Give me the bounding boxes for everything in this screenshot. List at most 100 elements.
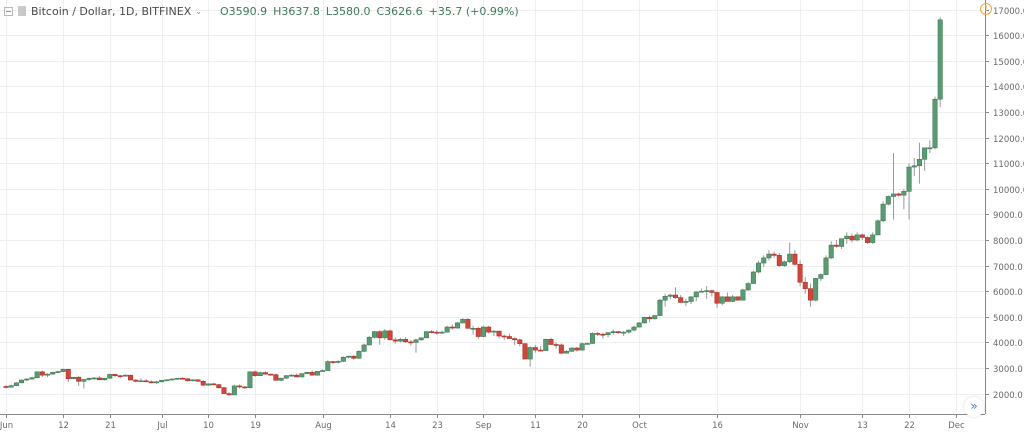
candle xyxy=(522,343,528,360)
candle xyxy=(377,331,383,339)
candle xyxy=(96,377,102,381)
x-tick-label: Nov xyxy=(792,421,809,431)
candle xyxy=(730,296,736,302)
y-tick-label: 10000.0 xyxy=(993,186,1024,196)
candle xyxy=(366,336,372,346)
candle xyxy=(890,193,896,197)
candle xyxy=(506,336,512,339)
candle xyxy=(387,330,393,341)
candle xyxy=(444,326,450,333)
candle xyxy=(200,381,206,386)
candle xyxy=(927,147,933,150)
candle xyxy=(673,294,679,298)
candle xyxy=(434,331,440,334)
y-tick-label: 11000.0 xyxy=(993,160,1024,170)
candle xyxy=(169,378,175,381)
candle xyxy=(133,379,139,382)
y-tick-label: 15000.0 xyxy=(993,58,1024,68)
candle xyxy=(698,290,704,293)
candle xyxy=(76,376,82,382)
candle xyxy=(870,234,876,243)
candle xyxy=(781,261,787,266)
chevron-down-icon[interactable]: ⌄ xyxy=(195,6,202,16)
candle xyxy=(828,244,834,259)
candle xyxy=(657,299,663,316)
price-axis[interactable]: 17000.0 16000.0 15000.0 14000.0 13000.0 12000… xyxy=(985,0,1024,414)
candle xyxy=(839,238,845,247)
open-value: O3590.9 xyxy=(219,4,268,18)
candle xyxy=(901,191,907,196)
candle xyxy=(335,361,341,363)
candle xyxy=(102,377,108,381)
candle xyxy=(179,377,185,380)
candle xyxy=(787,253,793,263)
close-value: C3626.6 xyxy=(376,4,423,18)
scroll-to-realtime-button[interactable]: » xyxy=(964,397,984,417)
candle xyxy=(268,373,274,376)
candle xyxy=(548,339,554,345)
candle xyxy=(81,379,87,382)
candle xyxy=(719,296,725,304)
candle xyxy=(397,339,403,342)
candle xyxy=(24,378,30,381)
x-tick-label: 21 xyxy=(105,421,116,431)
candle xyxy=(823,257,829,275)
candle xyxy=(122,374,128,377)
candle xyxy=(667,294,673,297)
candle xyxy=(678,297,684,303)
candle xyxy=(875,220,881,236)
candle xyxy=(351,355,357,359)
candle xyxy=(865,237,871,243)
candle xyxy=(29,377,35,380)
candle xyxy=(262,372,268,375)
candle xyxy=(501,335,507,338)
candle xyxy=(195,379,201,382)
candle xyxy=(641,317,647,324)
x-tick-label: Aug xyxy=(315,421,332,431)
y-tick-label: 16000.0 xyxy=(993,32,1024,42)
candle xyxy=(65,368,71,380)
candle xyxy=(558,344,564,354)
candle xyxy=(91,377,97,380)
candle xyxy=(429,331,435,333)
candle xyxy=(532,347,538,351)
candle xyxy=(802,281,808,289)
candle xyxy=(112,374,118,376)
candle xyxy=(636,322,642,328)
candle xyxy=(709,290,715,293)
y-tick-label: 4000.0 xyxy=(993,339,1023,349)
candle xyxy=(911,165,917,168)
candle xyxy=(8,385,14,388)
candle xyxy=(45,373,51,376)
candle xyxy=(408,341,414,344)
candle xyxy=(314,371,320,376)
candle xyxy=(190,379,196,382)
y-tick-label: 17000.0 xyxy=(993,7,1024,17)
symbol-label[interactable]: Bitcoin / Dollar, 1D, BITFINEX xyxy=(31,4,192,18)
candle xyxy=(154,381,160,384)
chart-legend: Bitcoin / Dollar, 1D, BITFINEX ⌄ O3590.9… xyxy=(4,3,519,19)
y-tick-label: 14000.0 xyxy=(993,83,1024,93)
candle xyxy=(449,326,455,329)
x-tick-label: 22 xyxy=(904,421,915,431)
y-tick-label: 8000.0 xyxy=(993,237,1023,247)
candle xyxy=(205,383,211,386)
candle xyxy=(724,296,730,302)
candle xyxy=(792,253,798,265)
time-axis[interactable]: Jun 12 21 Jul 10 19 Aug 14 23 Sep 11 20 Oct 16 Nov 13 22… xyxy=(0,414,985,431)
candle xyxy=(626,329,632,333)
candle xyxy=(423,331,429,339)
x-tick-label: Jun xyxy=(0,421,13,431)
y-tick-label: 5000.0 xyxy=(993,314,1023,324)
candle xyxy=(605,332,611,336)
candle xyxy=(538,349,544,352)
candle xyxy=(320,370,326,372)
collapse-icon[interactable] xyxy=(4,6,13,16)
candle xyxy=(564,351,570,354)
candle xyxy=(330,361,336,363)
x-tick-label: 11 xyxy=(530,421,541,431)
alert-icon[interactable]: ! xyxy=(980,3,992,15)
candle xyxy=(756,262,762,273)
